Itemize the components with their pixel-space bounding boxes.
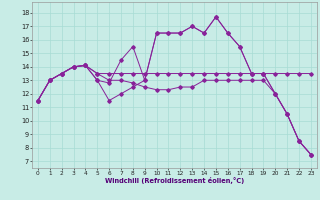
X-axis label: Windchill (Refroidissement éolien,°C): Windchill (Refroidissement éolien,°C) — [105, 177, 244, 184]
